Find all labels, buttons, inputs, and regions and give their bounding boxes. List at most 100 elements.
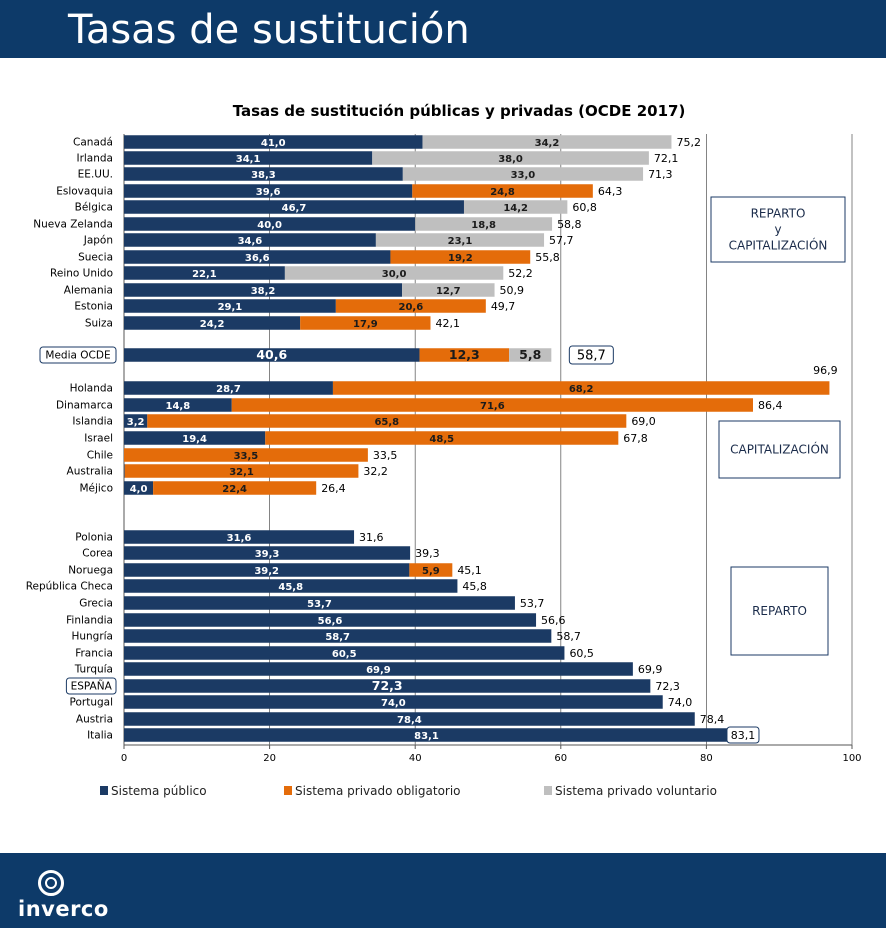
bar-segment	[124, 283, 403, 297]
category-label: Japón	[83, 235, 113, 247]
bar-segment	[124, 481, 154, 495]
bar-segment	[390, 250, 531, 264]
x-tick-label: 0	[121, 753, 127, 764]
bar-segment	[124, 662, 633, 676]
group-label-line: CAPITALIZACIÓN	[730, 442, 829, 457]
category-label: Turquía	[74, 664, 113, 676]
bar-segment	[124, 398, 232, 412]
legend-label: Sistema privado obligatorio	[295, 784, 461, 798]
bar-value-label: 40,0	[257, 220, 282, 231]
category-label: Alemania	[64, 285, 113, 297]
bar-segment	[463, 200, 568, 214]
bar-segment	[124, 167, 403, 181]
category-label: Italia	[87, 730, 113, 742]
group-label-line: REPARTO	[752, 604, 807, 618]
bar-segment	[402, 167, 644, 181]
bar-total-label: 50,9	[500, 284, 525, 297]
legend-label: Sistema privado voluntario	[555, 784, 717, 798]
bar-total-label: 58,7	[556, 630, 581, 643]
bar-total-label: 96,9	[813, 364, 838, 377]
x-tick-label: 80	[700, 753, 713, 764]
page-title: Tasas de sustitución	[68, 7, 470, 53]
bar-segment	[409, 563, 453, 577]
bar-total-label: 57,7	[549, 234, 574, 247]
inverco-logo-icon[interactable]	[38, 870, 64, 896]
bar-segment	[415, 217, 553, 231]
bar-value-label: 4,0	[130, 484, 148, 495]
legend-swatch	[284, 786, 292, 795]
category-label: Finlandia	[66, 615, 113, 627]
bar-value-label: 19,4	[182, 434, 207, 445]
bar-segment	[124, 233, 376, 247]
bar-value-label: 18,8	[471, 220, 496, 231]
bar-segment	[124, 431, 266, 445]
bar-total-label: 69,9	[638, 663, 663, 676]
group-label: REPARTO	[752, 604, 807, 618]
category-label: Reino Unido	[50, 268, 113, 280]
bar-value-label: 39,2	[254, 566, 279, 577]
bar-segment	[124, 448, 368, 462]
bar-total-label: 67,8	[623, 432, 648, 445]
bar-total-label: 55,8	[535, 251, 560, 264]
bar-total-label: 75,2	[676, 136, 701, 149]
bar-value-label: 65,8	[374, 417, 399, 428]
bar-segment	[124, 530, 355, 544]
bar-value-label: 34,2	[535, 138, 560, 149]
bar-value-label: 34,1	[236, 154, 261, 165]
category-label: República Checa	[26, 581, 113, 593]
category-label: Méjico	[79, 483, 113, 495]
bar-value-label: 38,3	[251, 170, 276, 181]
bar-value-label: 69,9	[366, 665, 391, 676]
bar-value-label: 14,8	[166, 401, 191, 412]
bar-segment	[124, 135, 423, 149]
bar-segment	[153, 481, 317, 495]
group-label: REPARTO y CAPITALIZACIÓN	[729, 207, 828, 253]
category-label: Islandia	[72, 416, 113, 428]
category-label: Portugal	[70, 697, 114, 709]
bar-value-label: 19,2	[448, 253, 473, 264]
bar-value-label: 17,9	[353, 319, 378, 330]
bar-segment	[124, 464, 125, 478]
bar-segment	[124, 646, 565, 660]
legend-swatch	[544, 786, 552, 795]
bar-segment	[124, 414, 148, 428]
logo-text[interactable]: inverco	[18, 897, 109, 921]
bar-segment	[124, 579, 458, 593]
category-label: Francia	[75, 648, 113, 660]
group-label: CAPITALIZACIÓN	[730, 442, 829, 457]
category-label: Suecia	[78, 252, 113, 264]
bar-value-label: 22,1	[192, 269, 217, 280]
chart-title: Tasas de sustitución públicas y privadas…	[233, 102, 686, 120]
group-label-line: REPARTO	[751, 207, 806, 221]
bar-value-label: 60,5	[332, 649, 357, 660]
bar-value-label: 40,6	[256, 347, 287, 362]
bar-segment	[124, 200, 464, 214]
bar-value-label: 78,4	[397, 715, 422, 726]
bar-segment	[124, 250, 391, 264]
category-label: Israel	[84, 433, 113, 445]
bar-segment	[300, 316, 431, 330]
x-tick-label: 60	[554, 753, 567, 764]
category-label: Australia	[67, 466, 113, 478]
category-label: Polonia	[75, 532, 113, 544]
bar-value-label: 12,3	[449, 347, 480, 362]
bar-value-label: 34,6	[238, 236, 263, 247]
bar-value-label: 14,2	[503, 203, 528, 214]
category-label: Corea	[82, 548, 113, 560]
bar-total-label: 58,8	[557, 218, 582, 231]
x-tick-label: 40	[409, 753, 422, 764]
bar-value-label: 5,8	[519, 347, 541, 362]
bar-total-label: 53,7	[520, 597, 545, 610]
category-label: ESPAÑA	[71, 680, 113, 693]
bar-total-label: 45,8	[462, 580, 487, 593]
category-label: Eslovaquia	[56, 186, 113, 198]
bar-segment	[147, 414, 627, 428]
category-label: Nueva Zelanda	[33, 219, 113, 231]
footer-banner	[0, 853, 886, 928]
bar-total-label: 71,3	[648, 168, 673, 181]
category-label: Holanda	[70, 383, 113, 395]
bar-value-label: 5,9	[422, 566, 440, 577]
bar-segment	[124, 299, 336, 313]
bar-value-label: 33,0	[511, 170, 536, 181]
bar-segment	[124, 596, 515, 610]
